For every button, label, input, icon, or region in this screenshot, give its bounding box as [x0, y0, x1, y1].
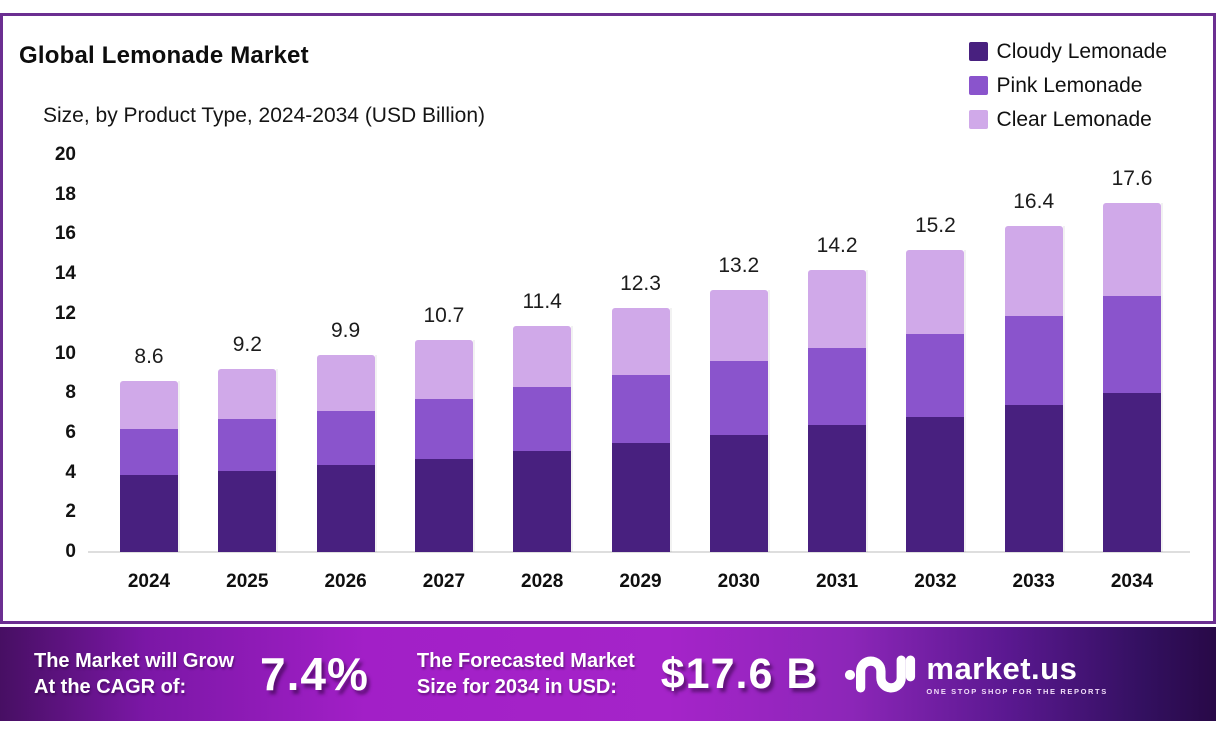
legend-swatch-cloudy-icon [968, 42, 988, 61]
chart-container: Global Lemonade Market Size, by Product … [0, 13, 1216, 624]
legend: Cloudy Lemonade Pink Lemonade Clear Lemo… [968, 38, 1167, 133]
brand-text: market.us ONE STOP SHOP FOR THE REPORTS [926, 650, 1108, 696]
brand-logo-group: market.us ONE STOP SHOP FOR THE REPORTS [844, 646, 1107, 702]
cagr-value: 7.4% [260, 648, 369, 700]
chart-subtitle: Size, by Product Type, 2024-2034 (USD Bi… [43, 104, 486, 127]
legend-swatch-pink-icon [968, 76, 988, 95]
brand-tagline: ONE STOP SHOP FOR THE REPORTS [926, 686, 1108, 696]
legend-item-pink: Pink Lemonade [968, 72, 1167, 99]
legend-label: Clear Lemonade [996, 107, 1152, 131]
cagr-label-line1: The Market will Grow [34, 650, 235, 672]
cagr-label: The Market will Grow At the CAGR of: [34, 648, 234, 700]
cagr-label-line2: At the CAGR of: [34, 676, 187, 698]
forecast-value: $17.6 B [660, 649, 819, 698]
forecast-label-line2: Size for 2034 in USD: [416, 676, 617, 698]
legend-swatch-clear-icon [968, 110, 988, 129]
bottom-banner: The Market will Grow At the CAGR of: 7.4… [0, 627, 1216, 721]
forecast-label: The Forecasted Market Size for 2034 in U… [417, 648, 635, 700]
brand-name: market.us [926, 650, 1078, 686]
market-us-logo-icon [845, 655, 916, 693]
legend-item-clear: Clear Lemonade [968, 106, 1167, 133]
legend-label: Cloudy Lemonade [996, 39, 1167, 63]
legend-label: Pink Lemonade [996, 73, 1143, 97]
forecast-label-line1: The Forecasted Market [416, 650, 635, 672]
chart-title: Global Lemonade Market [19, 42, 309, 69]
legend-item-cloudy: Cloudy Lemonade [968, 38, 1167, 65]
